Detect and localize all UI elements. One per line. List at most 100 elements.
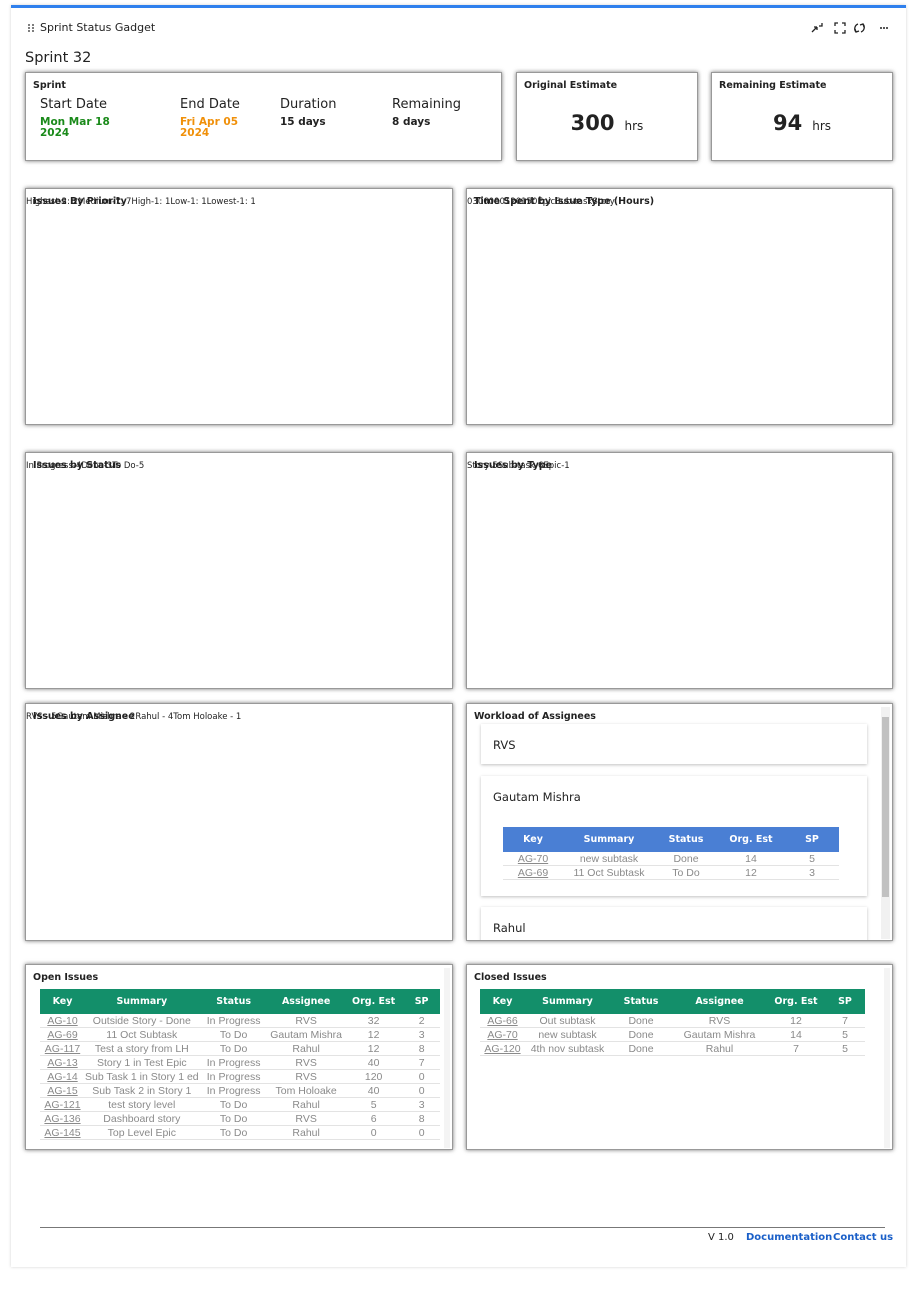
scroll-thumb[interactable] [882,717,889,897]
cell: 8 [403,1111,440,1126]
data-label: Highest-2: 2 [26,197,78,207]
footer-link[interactable]: Contact us [833,1232,894,1243]
cell: In Progress [198,1069,269,1084]
data-label: High-1: 1 [131,197,171,207]
column-header: SP [838,996,852,1007]
toolbar-icons [811,22,888,34]
scrollbar[interactable] [881,707,890,939]
cell: 6 [343,1111,404,1126]
table-row[interactable]: AG-14 Sub Task 1 in Story 1 ed In Progress… [40,1069,440,1084]
estimate-unit: hrs [812,119,832,133]
cell: To Do [198,1097,269,1112]
footer-link[interactable]: Documentation [746,1232,833,1243]
field-value: 15 days [280,117,326,128]
cell: Rahul [268,1097,344,1112]
chart: RVS - 5Gautam Mishra - 2Rahul - 4Tom Hol… [26,704,241,723]
table-row[interactable]: AG-15 Sub Task 2 in Story 1 In Progress Tom… [40,1083,440,1098]
field-value-line: 2024 [40,127,70,139]
issue-key[interactable]: AG-15 [40,1083,85,1098]
issue-key[interactable]: AG-117 [40,1041,85,1056]
field-value-line: 8 days [392,116,431,128]
header-row: Key Summary Status Assignee Org. Est SP [40,989,440,1014]
issue-key[interactable]: AG-121 [40,1097,85,1112]
issue-key[interactable]: AG-120 [480,1041,525,1056]
table-row[interactable]: AG-70 new subtask Done 14 5 [503,852,839,866]
cell: To Do [198,1041,269,1056]
scrollbar[interactable] [444,968,450,1148]
issue-key[interactable]: AG-14 [40,1069,85,1084]
column-header: Key [492,996,513,1007]
version: V 1.0 [708,1232,734,1243]
table-row[interactable]: AG-13 Story 1 in Test Epic In Progress RVS 4… [40,1055,440,1070]
chart-card: Issues By Priority Highest-2: 2Medium-7: … [25,188,453,425]
accordion-item[interactable]: RVS [481,724,867,764]
issue-key[interactable]: AG-69 [40,1027,85,1042]
cell: 0 [403,1069,440,1084]
refresh-icon[interactable] [854,23,865,33]
data-label: Medium-7: 7 [77,197,132,207]
header-row: Key Summary Status Org. Est SP [503,827,839,852]
data-label: Tom Holoake - 1 [173,712,242,722]
cell: RVS [672,1014,767,1028]
x-tick-label: 150 [521,197,538,207]
table-row[interactable]: AG-10 Outside Story - Done In Progress RVS 3… [40,1014,440,1028]
card-title: Issues by Type [474,460,553,471]
cell: 12 [767,1014,825,1028]
chart: Highest-2: 2Medium-7: 7High-1: 1Low-1: 1… [26,189,256,208]
table-row[interactable]: AG-121 test story level To Do Rahul 5 3 [40,1097,440,1112]
chart: Story-5Sub-task-6Epic-1 [467,453,570,472]
data-label: Gautam Mishra - 2 [56,712,136,722]
more-icon[interactable] [880,27,888,29]
table-row[interactable]: AG-69 11 Oct Subtask To Do 12 3 [503,865,839,880]
data-label: To Do-5 [112,461,145,471]
cell: Gautam Mishra [268,1027,344,1042]
table-row[interactable]: AG-117 Test a story from LH To Do Rahul 12 8 [40,1041,440,1056]
fullscreen-icon[interactable] [834,22,846,34]
table-row[interactable]: AG-69 11 Oct Subtask To Do Gautam Mishra 12 3 [40,1027,440,1042]
issue-key[interactable]: AG-70 [480,1027,525,1042]
estimate-unit: hrs [624,119,644,133]
table-row[interactable]: AG-70 new subtask Done Gautam Mishra 14 5 [480,1027,865,1042]
issue-key[interactable]: AG-66 [480,1014,525,1028]
table-row[interactable]: AG-145 Top Level Epic To Do Rahul 0 0 [40,1125,440,1140]
issue-key[interactable]: AG-10 [40,1014,85,1028]
table-row[interactable]: AG-136 Dashboard story To Do RVS 6 8 [40,1111,440,1126]
card-title: Open Issues [33,972,99,983]
cell: 3 [403,1097,440,1112]
cell: Rahul [672,1041,767,1056]
data-label: Rahul - 4 [135,712,174,722]
data-table: Key Summary Status Assignee Org. Est SP AG-10 O… [40,989,440,1140]
cell: 12 [343,1027,404,1042]
issue-key[interactable]: AG-136 [40,1111,85,1126]
cell: test story level [85,1097,199,1112]
accordion-item[interactable]: Rahul [481,907,867,940]
data-label: RVS - 5 [26,712,57,722]
x-tick-label: 0 [467,197,473,207]
header-row: Key Summary Status Assignee Org. Est SP [480,989,865,1014]
table-row[interactable]: AG-66 Out subtask Done RVS 12 7 [480,1014,865,1028]
scrollbar[interactable] [884,968,890,1148]
footer-rule [40,1227,885,1228]
drag-handle[interactable] [27,23,35,33]
collapse-icon[interactable] [811,23,823,33]
accordion-item[interactable]: Gautam Mishra Key Summary Status Org. Est SP A… [481,776,867,896]
column-header: SP [414,996,429,1007]
cell: RVS [268,1014,344,1028]
issue-key[interactable]: AG-145 [40,1125,85,1140]
issue-key[interactable]: AG-69 [503,865,563,880]
table-row[interactable]: AG-120 4th nov subtask Done Rahul 7 5 [480,1041,865,1056]
cell: 40 [343,1055,404,1070]
cell: Rahul [268,1125,344,1140]
cell: 0 [403,1125,440,1140]
column-header: Status [668,834,704,845]
column-header: Org. Est [729,834,773,845]
cell: 2 [403,1014,440,1028]
data-label: Low-1: 1 [170,197,207,207]
cell: 7 [767,1041,825,1056]
estimate-number: 94 [772,111,803,135]
issue-key[interactable]: AG-70 [503,852,563,866]
column-header: Assignee [695,996,744,1007]
issue-key[interactable]: AG-13 [40,1055,85,1070]
cell: 3 [785,865,839,880]
cell: Done [655,852,717,866]
